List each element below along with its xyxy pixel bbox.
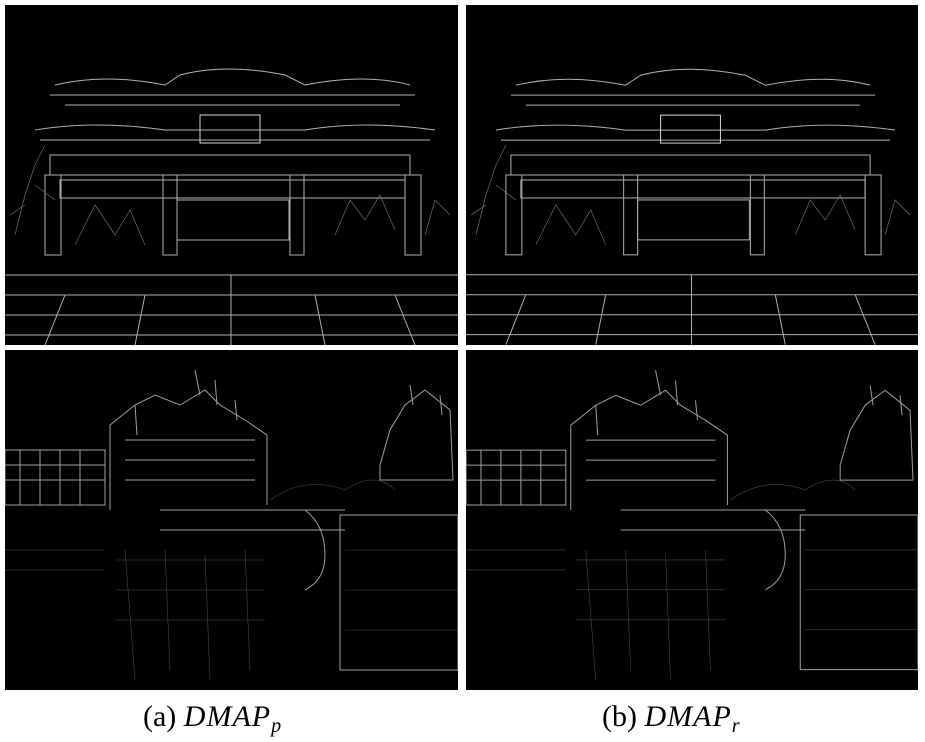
edge-map-castle-a	[5, 350, 458, 690]
caption-a: (a) DMAPp	[143, 700, 281, 738]
caption-a-symbol: DMAP	[183, 700, 272, 733]
caption-b: (b) DMAPr	[602, 700, 740, 738]
edge-map-castle-b	[466, 350, 918, 690]
caption-b-label: (b)	[602, 700, 637, 733]
gateway-edge-drawing	[466, 5, 918, 345]
gateway-edge-drawing	[5, 5, 458, 345]
castle-edge-drawing	[5, 350, 458, 690]
caption-a-subscript: p	[271, 715, 282, 737]
edge-map-gateway-b	[466, 5, 918, 345]
caption-b-subscript: r	[731, 715, 740, 737]
edge-map-gateway-a	[5, 5, 458, 345]
caption-a-label: (a)	[143, 700, 177, 733]
caption-b-symbol: DMAP	[644, 700, 732, 733]
castle-edge-drawing	[466, 350, 918, 690]
